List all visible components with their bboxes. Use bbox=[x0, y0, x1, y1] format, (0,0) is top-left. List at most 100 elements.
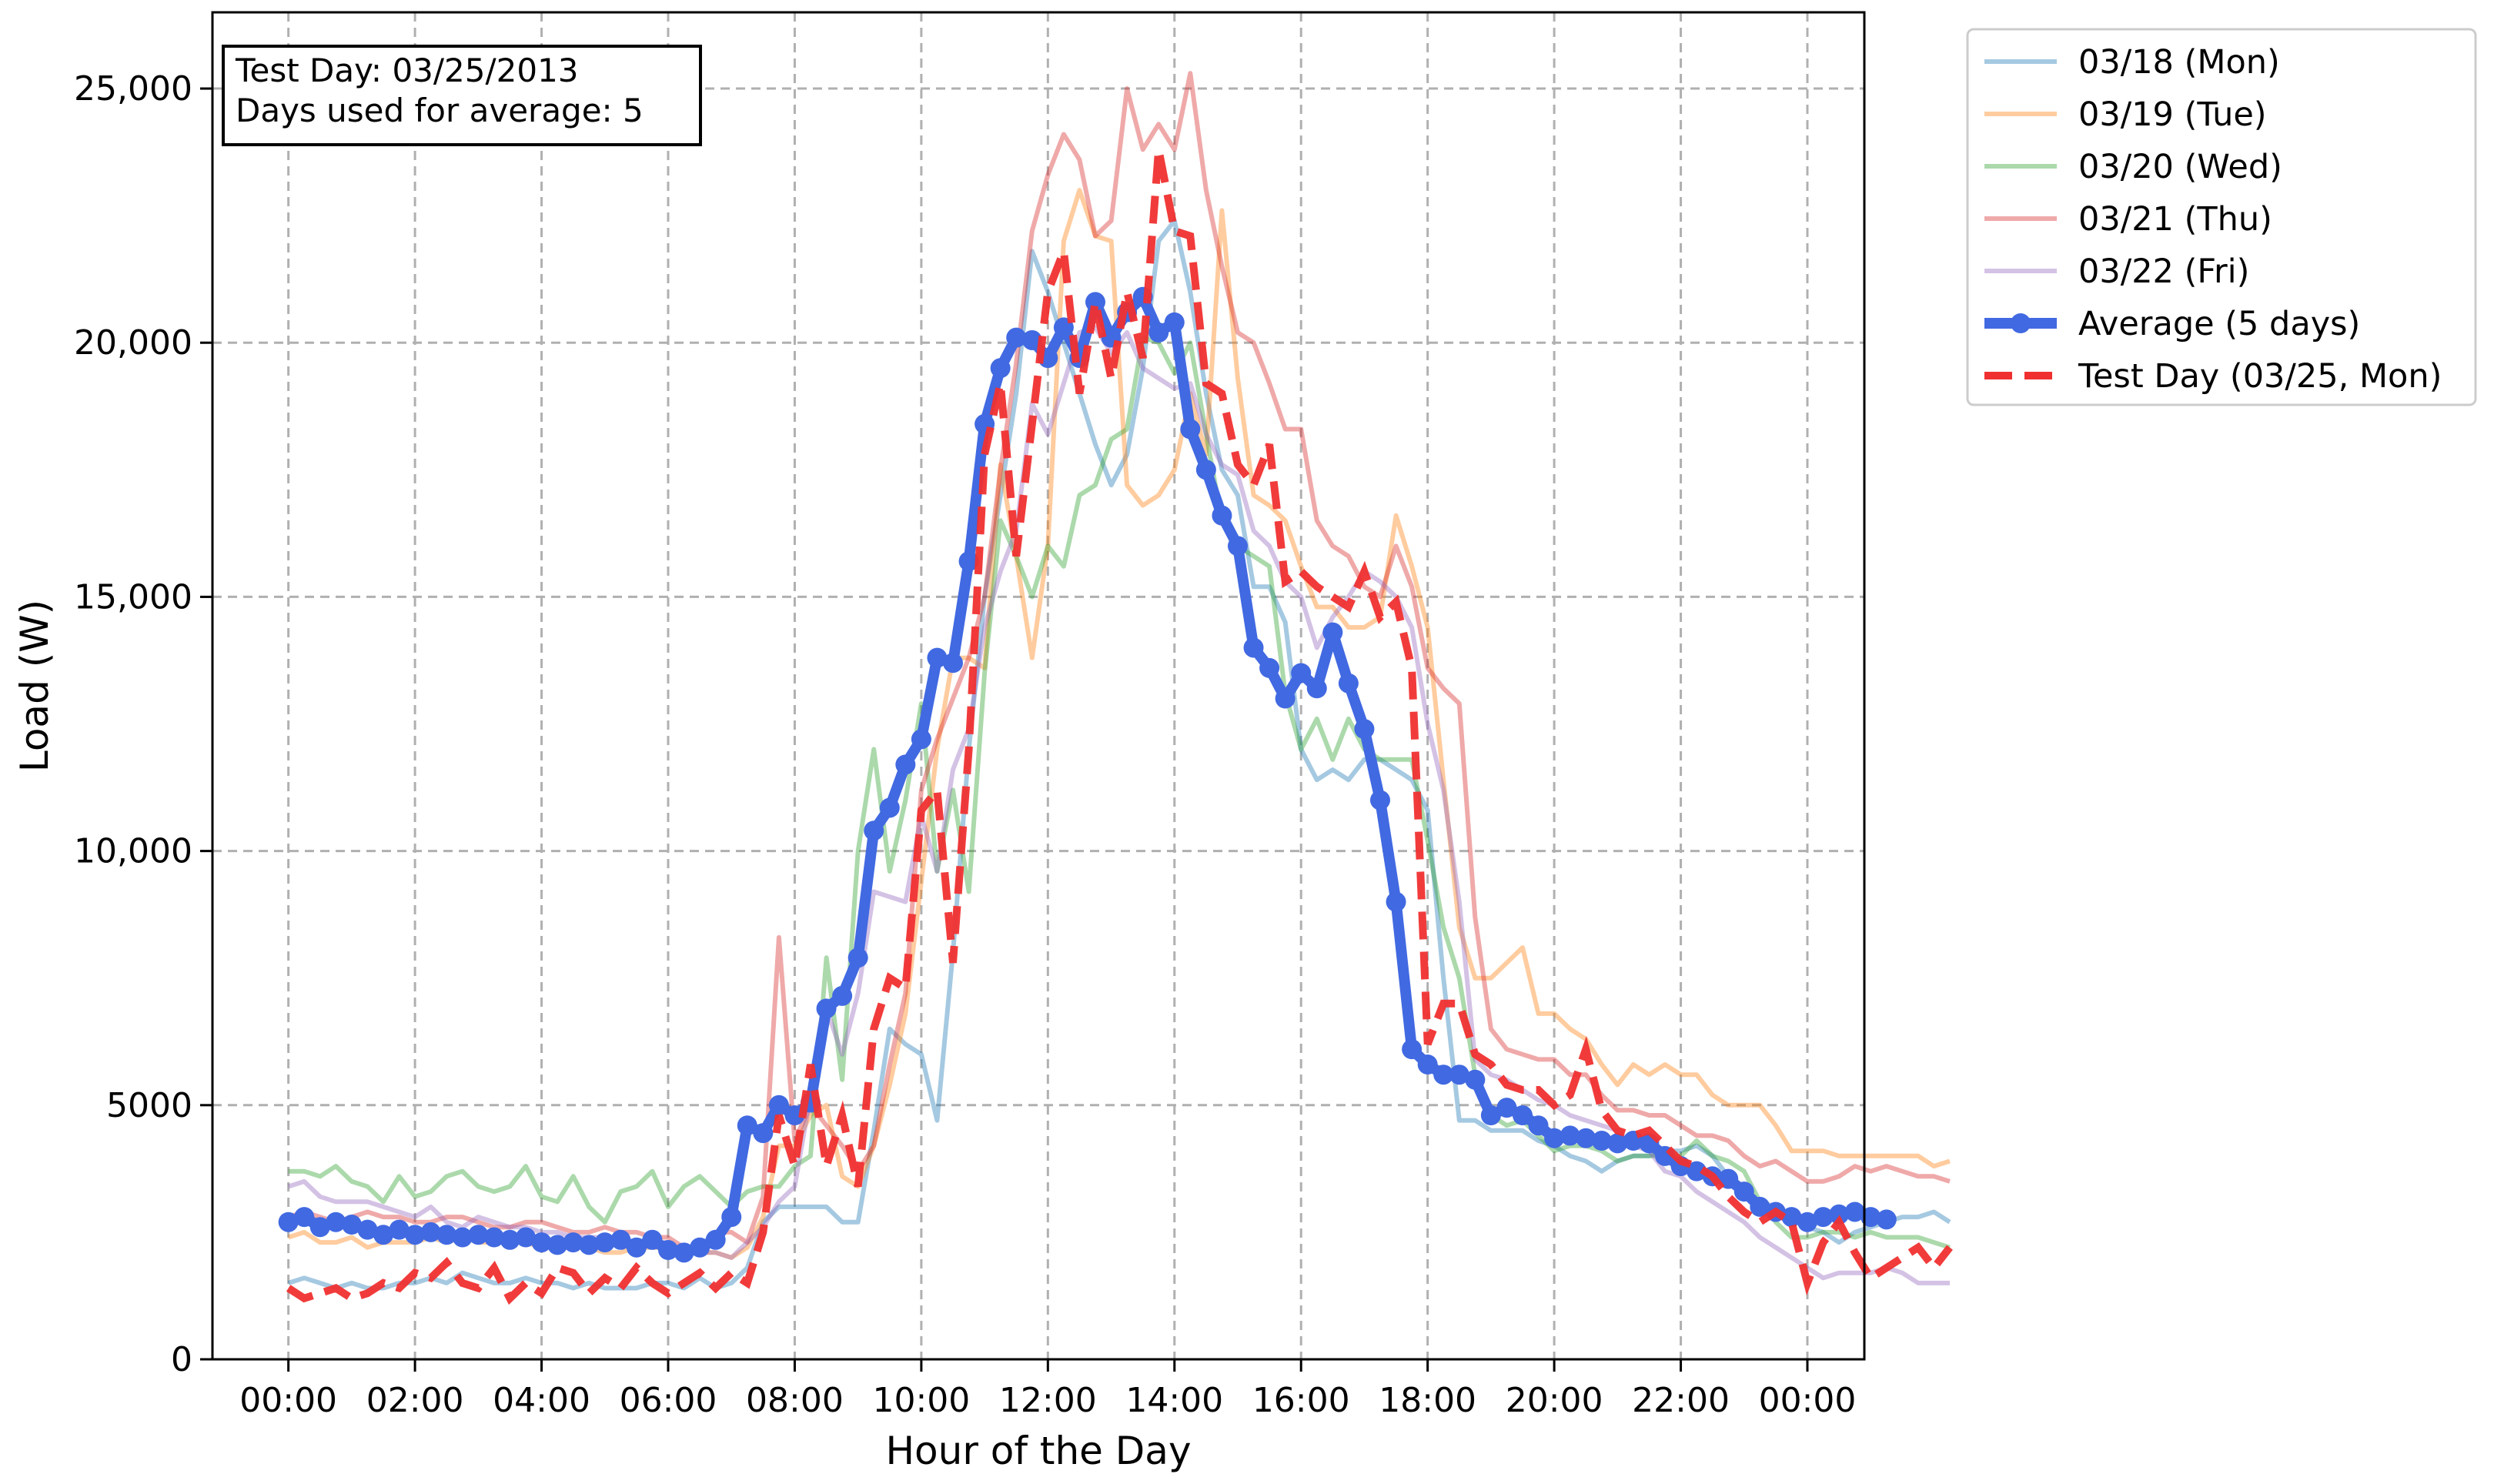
x-axis-label: Hour of the Day bbox=[885, 1429, 1191, 1473]
legend-label: 03/20 (Wed) bbox=[2078, 148, 2282, 186]
average-point bbox=[753, 1123, 774, 1144]
average-point bbox=[1513, 1105, 1533, 1126]
average-point bbox=[958, 551, 979, 572]
x-tick-label: 16:00 bbox=[1252, 1381, 1350, 1420]
legend-marker bbox=[2011, 313, 2031, 333]
average-point bbox=[1275, 688, 1295, 709]
average-point bbox=[309, 1217, 330, 1238]
legend-entry: 03/22 (Fri) bbox=[1984, 252, 2249, 291]
legend-entry: 03/18 (Mon) bbox=[1984, 43, 2280, 82]
average-point bbox=[1386, 891, 1406, 912]
annotation-days-used: Days used for average: 5 bbox=[236, 92, 644, 129]
average-point bbox=[500, 1229, 520, 1250]
x-tick-label: 22:00 bbox=[1632, 1381, 1730, 1420]
y-tick-label: 15,000 bbox=[74, 577, 192, 617]
average-point bbox=[864, 821, 884, 841]
average-point bbox=[927, 647, 948, 668]
average-point bbox=[1844, 1202, 1865, 1222]
average-point bbox=[594, 1232, 615, 1253]
legend-frame bbox=[1966, 28, 2477, 406]
average-point bbox=[1860, 1207, 1881, 1228]
average-point bbox=[1180, 419, 1201, 440]
average-point bbox=[911, 729, 931, 750]
average-point bbox=[1560, 1125, 1580, 1146]
legend-label: 03/21 (Thu) bbox=[2078, 200, 2272, 239]
average-point bbox=[1733, 1182, 1754, 1202]
average-point bbox=[516, 1227, 536, 1248]
average-point bbox=[1354, 719, 1375, 740]
average-point bbox=[690, 1237, 710, 1258]
average-point bbox=[1322, 622, 1343, 643]
legend-label: 03/22 (Fri) bbox=[2078, 252, 2249, 291]
average-point bbox=[1797, 1212, 1817, 1232]
average-point bbox=[943, 653, 963, 673]
x-tick-label: 08:00 bbox=[746, 1381, 844, 1420]
legend-label: 03/19 (Tue) bbox=[2078, 95, 2267, 134]
average-point bbox=[816, 998, 837, 1019]
average-point bbox=[1006, 327, 1027, 348]
legend-label: 03/18 (Mon) bbox=[2078, 43, 2280, 82]
annotation-test-day: Test Day: 03/25/2013 bbox=[235, 52, 579, 89]
legend: 03/18 (Mon) 03/19 (Tue) 03/20 (Wed) 03/21 (… bbox=[1966, 28, 2477, 406]
average-point bbox=[1021, 329, 1042, 350]
x-tick-label: 06:00 bbox=[620, 1381, 717, 1420]
legend-entry: 03/19 (Tue) bbox=[1984, 95, 2267, 134]
average-point bbox=[531, 1232, 552, 1253]
average-point bbox=[1528, 1115, 1549, 1136]
average-point bbox=[1480, 1105, 1501, 1126]
legend-label: Test Day (03/25, Mon) bbox=[2078, 357, 2442, 396]
average-point bbox=[341, 1215, 362, 1235]
x-tick-label: 14:00 bbox=[1125, 1381, 1223, 1420]
average-point bbox=[1291, 663, 1312, 684]
plot-frame bbox=[211, 11, 1866, 1361]
average-point bbox=[1496, 1098, 1517, 1118]
average-point bbox=[468, 1225, 489, 1245]
average-point bbox=[626, 1237, 647, 1258]
x-tick-label: 02:00 bbox=[366, 1381, 464, 1420]
x-tick-label: 00:00 bbox=[239, 1381, 337, 1420]
series-line-4 bbox=[287, 71, 1951, 1250]
average-point bbox=[1576, 1128, 1596, 1148]
y-tick-label: 25,000 bbox=[74, 69, 192, 109]
average-point bbox=[373, 1225, 393, 1245]
x-tick-label: 04:00 bbox=[493, 1381, 590, 1420]
average-point bbox=[1402, 1039, 1423, 1060]
test-day-annotation: Test Day: 03/25/2013 Days used for avera… bbox=[222, 45, 702, 146]
average-point bbox=[1750, 1196, 1770, 1217]
average-point bbox=[389, 1219, 410, 1240]
legend-label: Average (5 days) bbox=[2078, 305, 2360, 343]
average-point bbox=[357, 1219, 378, 1240]
average-point bbox=[737, 1115, 757, 1136]
average-point bbox=[547, 1235, 568, 1255]
average-point bbox=[563, 1232, 583, 1253]
average-point bbox=[895, 754, 916, 775]
grid-lines bbox=[212, 12, 1864, 1361]
average-point bbox=[1338, 673, 1359, 694]
average-point bbox=[1243, 637, 1264, 658]
average-point bbox=[1228, 536, 1248, 556]
x-axis-ticks: 00:00 02:00 04:00 06:00 08:00 10:00 12:00 14:00… bbox=[239, 1359, 1856, 1420]
average-point bbox=[658, 1240, 678, 1261]
y-axis-label: Load (W) bbox=[12, 600, 57, 772]
average-point bbox=[847, 948, 868, 968]
average-point bbox=[452, 1227, 473, 1248]
average-point bbox=[1591, 1131, 1612, 1151]
average-point bbox=[1195, 460, 1216, 480]
average-point bbox=[879, 797, 900, 818]
legend-entry: Average (5 days) bbox=[1984, 305, 2360, 343]
average-point bbox=[1607, 1133, 1628, 1154]
y-tick-label: 5000 bbox=[106, 1086, 192, 1125]
plot-series bbox=[278, 71, 1953, 1305]
average-point bbox=[832, 985, 853, 1006]
average-point bbox=[1433, 1065, 1454, 1085]
average-point bbox=[483, 1227, 504, 1248]
average-point bbox=[1164, 312, 1185, 333]
legend-entry: 03/20 (Wed) bbox=[1984, 148, 2282, 186]
average-point bbox=[1370, 790, 1390, 811]
average-point bbox=[1212, 505, 1232, 526]
average-point bbox=[294, 1207, 315, 1228]
average-point bbox=[1306, 678, 1327, 699]
average-point bbox=[610, 1229, 631, 1250]
y-tick-label: 0 bbox=[171, 1340, 192, 1379]
y-tick-label: 10,000 bbox=[74, 832, 192, 871]
